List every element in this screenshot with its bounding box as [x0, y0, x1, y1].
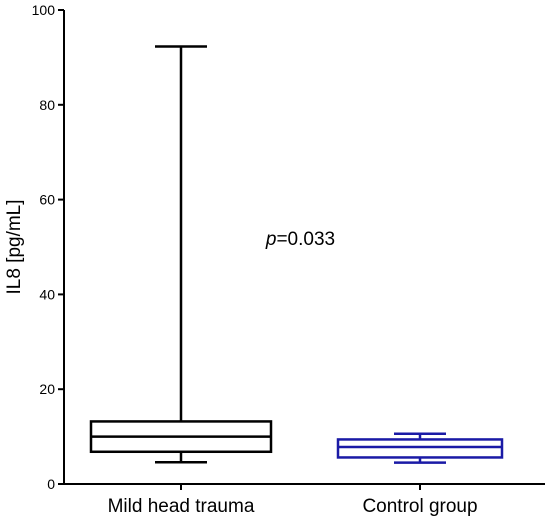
axes	[58, 9, 545, 490]
y-tick-label-20: 20	[39, 381, 55, 397]
p-symbol: p	[265, 229, 277, 250]
y-tick-label-60: 60	[39, 192, 55, 208]
x-category-label-1: Mild head trauma	[108, 496, 255, 517]
box-plot-marks	[89, 45, 504, 464]
y-tick-label-100: 100	[32, 2, 56, 18]
p-value-annotation: p=0.033	[265, 229, 335, 250]
box-group-1	[89, 45, 273, 464]
box-group-2	[336, 432, 504, 464]
y-axis-title: IL8 [pg/mL]	[4, 199, 25, 294]
labels: 0 20 40 60 80 100 Mild head trauma Control grou…	[4, 2, 478, 517]
box-iqr-2	[336, 438, 504, 459]
p-value-text: =0.033	[276, 229, 335, 250]
x-category-label-2: Control group	[362, 496, 477, 517]
y-tick-label-0: 0	[47, 476, 55, 492]
y-tick-label-40: 40	[39, 286, 55, 302]
y-tick-label-80: 80	[39, 97, 55, 113]
